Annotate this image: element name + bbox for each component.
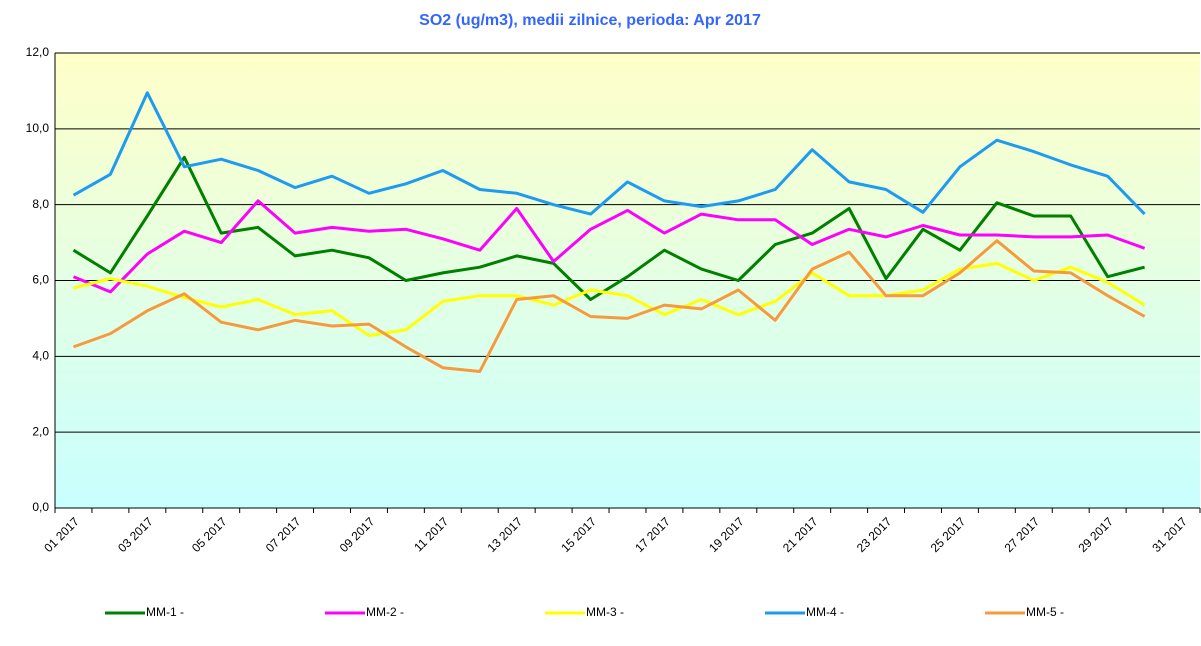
x-tick-label: 03 2017	[115, 514, 156, 555]
x-tick-label: 31 2017	[1149, 514, 1190, 555]
legend-label: MM-5 -	[1026, 605, 1064, 619]
legend-label: MM-4 -	[806, 605, 844, 619]
series-line	[72, 199, 1146, 294]
series-line	[72, 155, 1145, 301]
y-tick-label: 12,0	[26, 45, 50, 59]
series-line	[72, 239, 1146, 373]
x-tick-label: 27 2017	[1002, 514, 1043, 555]
legend-label: MM-2 -	[366, 605, 404, 619]
chart-title: SO2 (ug/m3), medii zilnice, perioda: Apr…	[419, 12, 761, 29]
y-tick-label: 4,0	[32, 349, 49, 363]
x-tick-label: 29 2017	[1075, 514, 1116, 555]
x-tick-label: 17 2017	[632, 514, 673, 555]
x-tick-label: 23 2017	[854, 514, 895, 555]
legend-label: MM-3 -	[586, 605, 624, 619]
x-tick-label: 07 2017	[263, 514, 304, 555]
x-tick-label: 05 2017	[189, 514, 230, 555]
x-tick-label: 09 2017	[337, 514, 378, 555]
x-tick-label: 19 2017	[706, 514, 747, 555]
y-tick-label: 8,0	[32, 197, 49, 211]
x-tick-label: 25 2017	[928, 514, 969, 555]
x-tick-label: 11 2017	[411, 514, 451, 554]
x-tick-label: 21 2017	[780, 514, 821, 555]
y-tick-label: 2,0	[32, 424, 49, 438]
x-tick-label: 01 2017	[41, 514, 82, 555]
x-tick-label: 13 2017	[484, 514, 525, 555]
y-tick-label: 0,0	[32, 500, 49, 514]
legend-label: MM-1 -	[146, 605, 184, 619]
y-tick-label: 6,0	[32, 273, 49, 287]
series-line	[72, 91, 1146, 216]
x-tick-label: 15 2017	[558, 514, 599, 555]
y-tick-label: 10,0	[26, 121, 50, 135]
